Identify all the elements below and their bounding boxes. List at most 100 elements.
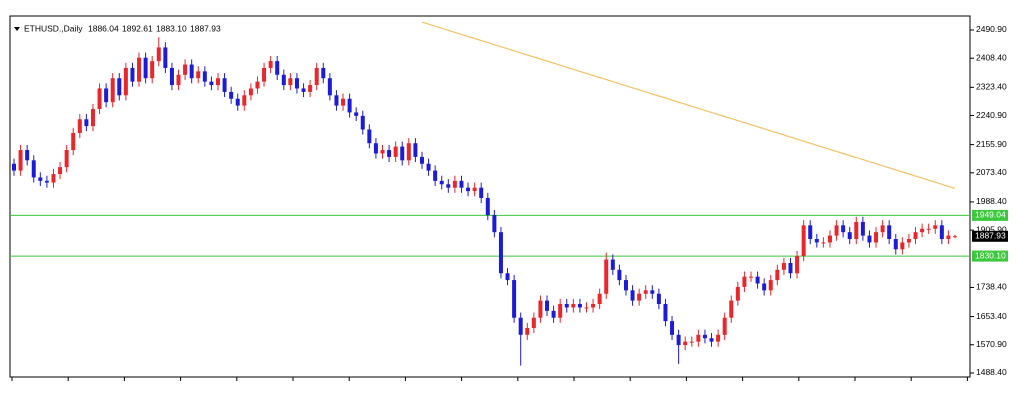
candle-body	[137, 57, 142, 82]
price-label-bg	[972, 230, 1008, 242]
level-label-bg	[972, 250, 1008, 262]
candle-body	[38, 177, 43, 181]
candle-body	[788, 262, 793, 274]
candle-body	[874, 232, 879, 243]
header-price: 1886.04	[88, 23, 119, 33]
candle-body	[156, 47, 161, 62]
candle-body	[834, 225, 839, 236]
menu-arrow[interactable]	[14, 27, 20, 31]
candle-body	[393, 146, 398, 157]
candle-body	[242, 95, 247, 106]
candle-body	[97, 88, 102, 109]
candle-body	[485, 197, 490, 216]
y-tick-label: 2155.90	[976, 139, 1007, 149]
candle-body	[551, 310, 556, 318]
candle-body	[604, 259, 609, 294]
candle-body	[808, 225, 813, 240]
candle-body	[650, 290, 655, 294]
candle-body	[893, 239, 898, 250]
candle-body	[676, 334, 681, 346]
candle-body	[360, 115, 365, 130]
candle-body	[512, 280, 517, 318]
candle-body	[169, 67, 174, 86]
candle-body	[742, 276, 747, 287]
candle-body	[709, 338, 714, 342]
candle-body	[196, 71, 201, 79]
candle-body	[722, 317, 727, 335]
candle-body	[887, 225, 892, 240]
candle-body	[913, 232, 918, 240]
y-tick-label: 2408.40	[976, 52, 1007, 62]
candle-body	[341, 98, 346, 106]
y-tick-label: 2240.90	[976, 110, 1007, 120]
candle-body	[525, 327, 530, 335]
candle-body	[505, 273, 510, 281]
candle-body	[479, 187, 484, 198]
candle-body	[545, 300, 550, 311]
candle-body	[163, 47, 168, 68]
candle-body	[716, 334, 721, 342]
candle-body	[531, 317, 536, 328]
y-tick-label: 2490.90	[976, 24, 1007, 34]
candle-body	[755, 276, 760, 284]
candle-body	[643, 290, 648, 294]
symbol-title: ETHUSD.,Daily	[24, 23, 83, 33]
candle-body	[58, 167, 63, 175]
candle-body	[84, 119, 89, 127]
candle-body	[827, 235, 832, 243]
candle-body	[229, 91, 234, 99]
y-tick-label: 1738.40	[976, 282, 1007, 292]
candle-body	[143, 57, 148, 79]
y-tick-label: 1653.40	[976, 311, 1007, 321]
level-label: 1830.10	[975, 250, 1006, 260]
candle-body	[933, 225, 938, 229]
candle-body	[795, 256, 800, 274]
candle-body	[584, 307, 589, 309]
candle-body	[610, 259, 615, 270]
candle-body	[452, 180, 457, 188]
candle-body	[130, 67, 135, 82]
candle-body	[880, 225, 885, 233]
candle-body	[735, 286, 740, 301]
candle-body	[459, 180, 464, 188]
candle-body	[308, 85, 313, 92]
candle-body	[400, 146, 405, 161]
candle-body	[597, 293, 602, 305]
candle-body	[781, 262, 786, 270]
candle-body	[123, 67, 128, 96]
candle-body	[498, 232, 503, 274]
candle-body	[439, 180, 444, 185]
candle-body	[847, 232, 852, 240]
candle-body	[209, 81, 214, 86]
candle-body	[373, 143, 378, 154]
candle-body	[637, 293, 642, 301]
candle-body	[387, 150, 392, 157]
candle-body	[775, 269, 780, 281]
candle-body	[946, 235, 951, 240]
candle-body	[518, 317, 523, 335]
candle-body	[110, 78, 115, 103]
candle-body	[64, 150, 69, 168]
candle-body	[577, 304, 582, 308]
candle-body	[406, 143, 411, 161]
candle-body	[906, 239, 911, 243]
candle-body	[117, 78, 122, 96]
candle-body	[44, 180, 49, 183]
candle-body	[419, 156, 424, 164]
candle-body	[446, 184, 451, 188]
candle-body	[623, 280, 628, 291]
candle-body	[18, 150, 23, 171]
candle-body	[321, 67, 326, 79]
y-tick-label: 2323.40	[976, 82, 1007, 92]
candle-body	[413, 143, 418, 157]
candle-body	[670, 321, 675, 335]
candle-body	[426, 163, 431, 171]
candle-body	[215, 78, 220, 86]
candle-body	[492, 215, 497, 233]
candle-body	[689, 341, 694, 343]
header-price: 1892.61	[122, 23, 153, 33]
candle-body	[268, 61, 273, 68]
candle-body	[90, 108, 95, 127]
candle-body	[591, 304, 596, 308]
